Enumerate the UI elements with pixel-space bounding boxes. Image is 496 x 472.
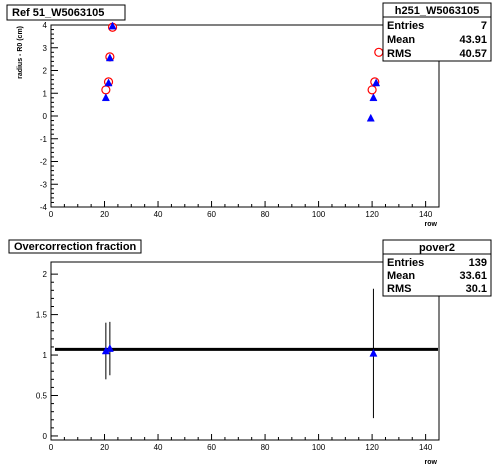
bottom-triangle-point	[369, 348, 378, 357]
bottom-triangle-point	[105, 344, 114, 352]
bottom-data-marks	[55, 288, 438, 419]
bottom-chart-panel: 0 20 40 60 80 100 120 140 0 0.5 1 1.5 2 row Overcor…	[8, 239, 492, 466]
top-triangle-point	[369, 93, 378, 102]
bottom-stats-name: pover2	[419, 242, 455, 254]
top-y-tick-label: 1	[43, 89, 48, 98]
top-stats-frame	[382, 2, 492, 62]
bottom-stats-mean-label: Mean	[387, 270, 415, 282]
bottom-y-tick-label: 0.5	[36, 392, 48, 401]
top-y-tick-label: -2	[40, 158, 48, 167]
bottom-plot-frame	[50, 261, 440, 441]
bottom-stats-rms-label: RMS	[387, 283, 411, 295]
top-y-axis: -4 -3 -2 -1 0 1 2 3 4	[40, 21, 58, 212]
bottom-x-tick-label: 140	[419, 443, 433, 452]
top-stats-rms-value: 40.57	[459, 48, 487, 60]
top-y-tick-label: 2	[43, 67, 48, 76]
bottom-y-tick-label: 1.5	[36, 311, 48, 320]
top-x-axis-label: row	[425, 221, 438, 228]
top-circle-point	[101, 85, 111, 95]
top-x-tick-label: 80	[261, 210, 270, 219]
top-stats-entries-value: 7	[481, 20, 487, 32]
top-triangle-point	[108, 21, 117, 30]
top-x-tick-label: 0	[49, 210, 54, 219]
top-data-marks	[101, 21, 384, 122]
bottom-stats-box: pover2 Entries 139 Mean 33.61 RMS 30.1	[382, 239, 492, 297]
top-y-tick-label: -1	[40, 135, 48, 144]
bottom-y-tick-label: 1	[43, 351, 48, 360]
bottom-y-axis: 0 0.5 1 1.5 2	[36, 270, 58, 441]
bottom-stats-frame	[382, 239, 492, 297]
bottom-chart-title: Overcorrection fraction	[14, 241, 137, 253]
bottom-x-tick-label: 100	[312, 443, 326, 452]
top-triangle-point	[105, 53, 114, 62]
bottom-title-box	[8, 239, 142, 254]
bottom-x-tick-label: 80	[261, 443, 270, 452]
top-x-axis: 0 20 40 60 80 100 120 140	[49, 201, 433, 219]
top-stats-box: h251_W5063105 Entries 7 Mean 43.91 RMS 4…	[382, 2, 492, 62]
top-chart-title: Ref 51_W5063105	[12, 7, 104, 19]
top-y-axis-label: radius - R0 (cm)	[17, 26, 24, 79]
bottom-stats-rms-value: 30.1	[466, 283, 487, 295]
top-y-tick-label: 4	[43, 21, 48, 30]
bottom-x-tick-label: 120	[365, 443, 379, 452]
top-triangle-point	[366, 113, 375, 122]
bottom-x-axis: 0 20 40 60 80 100 120 140	[49, 434, 433, 452]
bottom-y-tick-label: 0	[43, 432, 48, 441]
bottom-stats-entries-label: Entries	[387, 257, 424, 269]
top-x-tick-label: 20	[100, 210, 109, 219]
top-x-tick-label: 60	[207, 210, 216, 219]
bottom-x-tick-label: 60	[207, 443, 216, 452]
top-y-tick-label: 3	[43, 44, 48, 53]
top-title-box	[6, 4, 126, 21]
top-stats-rms-label: RMS	[387, 48, 411, 60]
top-x-tick-label: 40	[154, 210, 163, 219]
top-triangle-point	[104, 78, 113, 87]
top-chart-panel: 0 20 40 60 80 100 120 140 -4 -3 -2 -1 0 1 2 3 4 row rad…	[6, 2, 492, 228]
top-y-tick-label: 0	[43, 112, 48, 121]
bottom-x-tick-label: 20	[100, 443, 109, 452]
top-circle-point	[374, 47, 384, 57]
top-x-tick-label: 100	[312, 210, 326, 219]
top-y-tick-label: -3	[40, 180, 48, 189]
bottom-x-tick-label: 0	[49, 443, 54, 452]
bottom-x-tick-label: 40	[154, 443, 163, 452]
top-stats-name: h251_W5063105	[395, 5, 479, 17]
top-triangle-point	[101, 93, 110, 102]
top-x-tick-label: 140	[419, 210, 433, 219]
bottom-x-axis-label: row	[425, 459, 438, 466]
top-triangle-point	[372, 78, 381, 87]
top-y-tick-label: -4	[40, 203, 48, 212]
top-circle-point	[367, 85, 377, 95]
top-x-tick-label: 120	[365, 210, 379, 219]
top-stats-mean-label: Mean	[387, 34, 415, 46]
top-stats-mean-value: 43.91	[459, 34, 487, 46]
bottom-stats-entries-value: 139	[469, 257, 487, 269]
top-stats-entries-label: Entries	[387, 20, 424, 32]
bottom-stats-mean-value: 33.61	[459, 270, 487, 282]
bottom-y-tick-label: 2	[43, 270, 48, 279]
